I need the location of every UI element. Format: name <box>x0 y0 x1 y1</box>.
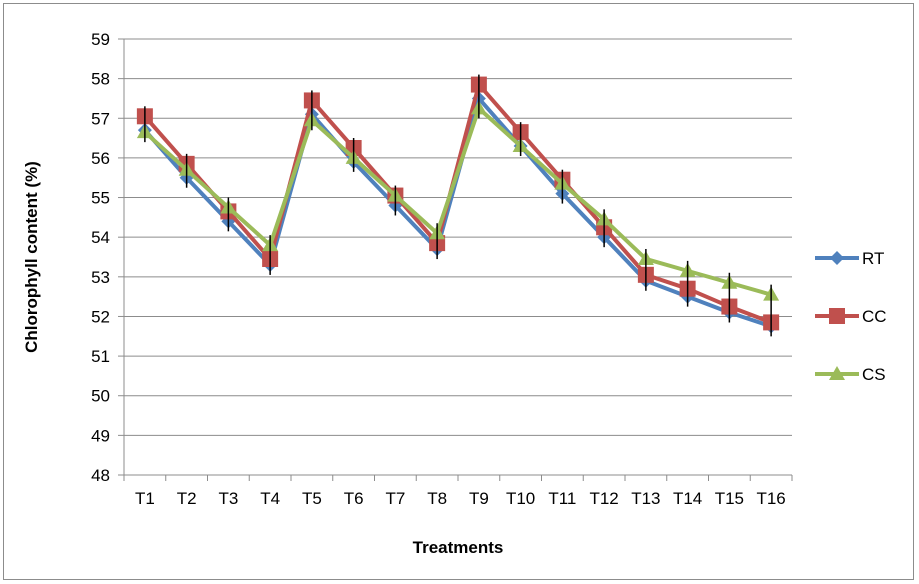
legend: RT CC CS <box>815 249 887 384</box>
x-tick-label: T7 <box>385 489 405 508</box>
series-line <box>143 82 772 325</box>
x-tick-label: T9 <box>469 489 489 508</box>
legend-item-RT: RT <box>815 249 884 268</box>
legend-marker <box>829 366 845 380</box>
y-axis-title: Chlorophyll content (%) <box>22 161 41 353</box>
y-tick-label: 58 <box>91 70 110 89</box>
y-tick-labels: 48 49 50 51 52 53 54 55 56 57 58 59 <box>91 30 110 485</box>
y-tick-label: 49 <box>91 426 110 445</box>
legend-marker <box>830 251 844 265</box>
x-axis-title: Treatments <box>413 538 504 557</box>
y-tick-label: 56 <box>91 149 110 168</box>
y-tick-label: 52 <box>91 307 110 326</box>
y-tick-label: 53 <box>91 268 110 287</box>
x-tick-label: T2 <box>177 489 197 508</box>
x-tick-label: T16 <box>756 489 785 508</box>
y-tick-label: 48 <box>91 466 110 485</box>
legend-marker <box>829 308 845 324</box>
x-tick-label: T6 <box>344 489 364 508</box>
error-bars <box>144 74 772 337</box>
x-tick-label: T11 <box>548 489 576 508</box>
x-tick-label: T14 <box>673 489 702 508</box>
x-tick-labels: T1 T2 T3 T4 T5 T6 T7 T8 T9 T10 T11 T12 T13 T14 T15 T16 <box>135 489 786 508</box>
series-line <box>143 106 772 297</box>
series-line <box>143 96 772 329</box>
series-CS <box>136 100 780 301</box>
legend-label: CS <box>862 365 886 384</box>
x-tick-label: T3 <box>218 489 238 508</box>
y-tick-label: 54 <box>91 228 110 247</box>
series-CC <box>136 76 780 331</box>
x-tick-label: T4 <box>260 489 280 508</box>
legend-item-CS: CS <box>815 365 886 384</box>
y-tick-label: 50 <box>91 387 110 406</box>
x-tick-label: T10 <box>506 489 535 508</box>
x-tick-label: T12 <box>589 489 618 508</box>
x-tick-label: T1 <box>135 489 155 508</box>
y-tick-label: 51 <box>91 347 110 366</box>
x-tick-label: T5 <box>302 489 322 508</box>
x-tick-label: T15 <box>715 489 744 508</box>
y-tick-label: 55 <box>91 189 110 208</box>
legend-label: RT <box>862 249 884 268</box>
x-tick-label: T13 <box>631 489 660 508</box>
series-layer <box>136 76 780 334</box>
legend-item-CC: CC <box>815 307 887 326</box>
gridlines <box>118 38 793 481</box>
y-tick-label: 59 <box>91 30 110 49</box>
legend-label: CC <box>862 307 887 326</box>
x-tick-label: T8 <box>427 489 447 508</box>
y-tick-label: 57 <box>91 109 110 128</box>
